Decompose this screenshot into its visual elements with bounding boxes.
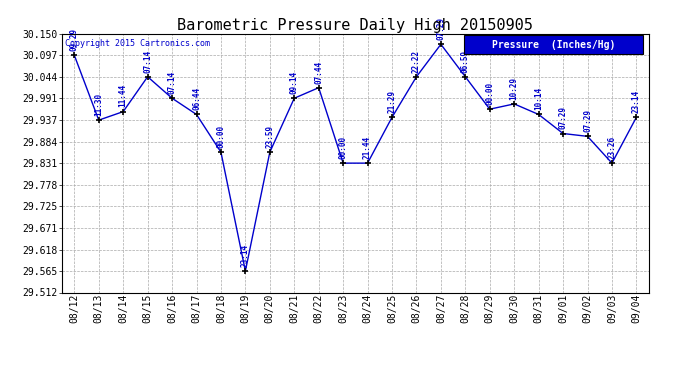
Text: 00:00: 00:00 — [217, 125, 226, 148]
Text: 07:29: 07:29 — [583, 109, 592, 132]
Text: 21:29: 21:29 — [388, 90, 397, 113]
Text: 07:14: 07:14 — [143, 50, 152, 73]
Text: 00:00: 00:00 — [339, 136, 348, 159]
Text: 23:14: 23:14 — [632, 90, 641, 113]
Text: 11:44: 11:44 — [119, 84, 128, 108]
Text: Copyright 2015 Cartronics.com: Copyright 2015 Cartronics.com — [65, 39, 210, 48]
FancyBboxPatch shape — [464, 35, 642, 54]
Title: Barometric Pressure Daily High 20150905: Barometric Pressure Daily High 20150905 — [177, 18, 533, 33]
Text: 09:29: 09:29 — [70, 28, 79, 51]
Text: 06:59: 06:59 — [461, 50, 470, 73]
Text: 07:29: 07:29 — [559, 106, 568, 129]
Text: 00:00: 00:00 — [485, 82, 494, 105]
Text: 23:59: 23:59 — [266, 125, 275, 148]
Text: 21:44: 21:44 — [363, 136, 372, 159]
Text: 07:29: 07:29 — [436, 17, 445, 40]
Text: 07:14: 07:14 — [168, 71, 177, 94]
Text: 22:22: 22:22 — [412, 50, 421, 73]
Text: 09:14: 09:14 — [290, 71, 299, 94]
Text: 07:44: 07:44 — [314, 60, 323, 84]
Text: 06:44: 06:44 — [192, 87, 201, 110]
Text: 11:30: 11:30 — [95, 93, 103, 116]
Text: Pressure  (Inches/Hg): Pressure (Inches/Hg) — [491, 40, 615, 50]
Text: 10:29: 10:29 — [510, 76, 519, 100]
Text: 23:26: 23:26 — [607, 136, 616, 159]
Text: 23:14: 23:14 — [241, 244, 250, 267]
Text: 10:14: 10:14 — [534, 87, 543, 110]
